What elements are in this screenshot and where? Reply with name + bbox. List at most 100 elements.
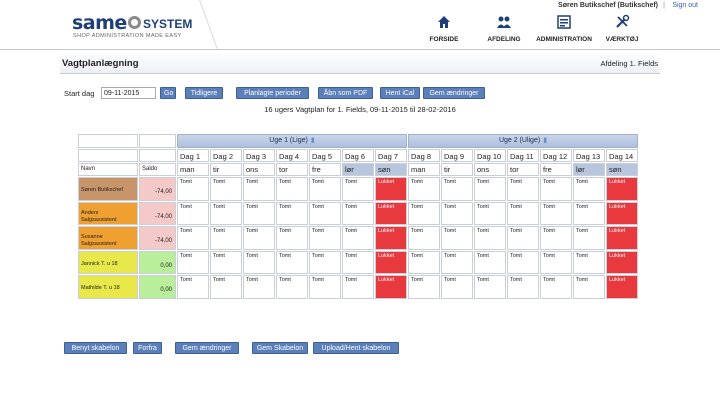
closed-shift-cell[interactable]: Lukket [606, 250, 638, 274]
employee-name-cell[interactable]: Jannick T. u 18 [78, 250, 138, 274]
closed-shift-cell[interactable]: Lukket [606, 275, 638, 299]
nav-afdeling[interactable]: AFDELING [474, 14, 534, 46]
shift-cell[interactable]: Tomt [507, 250, 539, 274]
start-date-input[interactable] [101, 87, 156, 99]
shift-cell[interactable]: Tomt [507, 226, 539, 250]
upload-template-button[interactable]: Upload/Hent skabelon [313, 342, 399, 354]
closed-shift-cell[interactable]: Lukket [606, 226, 638, 250]
bar-chart-icon[interactable]: ▮ [543, 137, 548, 144]
shift-cell[interactable]: Tomt [540, 226, 572, 250]
closed-shift-cell[interactable]: Lukket [375, 275, 407, 299]
shift-cell[interactable]: Tomt [177, 177, 209, 201]
shift-cell[interactable]: Tomt [309, 177, 341, 201]
shift-cell[interactable]: Tomt [408, 201, 440, 225]
shift-cell[interactable]: Tomt [210, 275, 242, 299]
shift-cell[interactable]: Tomt [177, 201, 209, 225]
shift-cell[interactable]: Tomt [342, 226, 374, 250]
shift-cell[interactable]: Tomt [309, 201, 341, 225]
shift-cell[interactable]: Tomt [540, 250, 572, 274]
closed-shift-cell[interactable]: Lukket [375, 201, 407, 225]
closed-shift-cell[interactable]: Lukket [606, 201, 638, 225]
shift-cell[interactable]: Tomt [177, 226, 209, 250]
save-changes-top-button[interactable]: Gem ændringer [423, 87, 485, 99]
closed-shift-cell[interactable]: Lukket [375, 250, 407, 274]
shift-cell[interactable]: Tomt [243, 275, 275, 299]
shift-cell[interactable]: Tomt [342, 177, 374, 201]
save-changes-bottom-button[interactable]: Gem ændringer [175, 342, 239, 354]
shift-cell[interactable]: Tomt [309, 250, 341, 274]
shift-cell[interactable]: Tomt [540, 275, 572, 299]
shift-cell[interactable]: Tomt [276, 177, 308, 201]
shift-cell[interactable]: Tomt [573, 226, 605, 250]
shift-cell[interactable]: Tomt [342, 201, 374, 225]
shift-cell[interactable]: Tomt [441, 177, 473, 201]
shift-cell[interactable]: Tomt [243, 201, 275, 225]
employee-name-cell[interactable]: Mathilde T. u 18 [78, 275, 138, 299]
shift-cell[interactable]: Tomt [243, 250, 275, 274]
employee-name-cell[interactable]: Søren Butikschef [78, 177, 138, 201]
shift-cell[interactable]: Tomt [210, 226, 242, 250]
shift-cell[interactable]: Tomt [474, 226, 506, 250]
shift-cell[interactable]: Tomt [474, 250, 506, 274]
shift-cell[interactable]: Tomt [540, 177, 572, 201]
shift-cell[interactable]: Tomt [243, 177, 275, 201]
day-header: Dag 2 [210, 149, 242, 162]
shift-cell[interactable]: Tomt [474, 275, 506, 299]
shift-cell[interactable]: Tomt [573, 177, 605, 201]
ical-button[interactable]: Hent iCal [380, 87, 420, 99]
shift-cell[interactable]: Tomt [573, 250, 605, 274]
day-header: Dag 13 [573, 149, 605, 162]
planned-periods-button[interactable]: Planlagte perioder [236, 87, 309, 99]
shift-cell[interactable]: Tomt [573, 201, 605, 225]
save-template-button[interactable]: Gem Skabelon [252, 342, 308, 354]
weekday-header: ons [243, 163, 275, 176]
shift-cell[interactable]: Tomt [210, 250, 242, 274]
shift-cell[interactable]: Tomt [342, 275, 374, 299]
nav-forside[interactable]: FORSIDE [414, 14, 474, 46]
shift-cell[interactable]: Tomt [243, 226, 275, 250]
shift-cell[interactable]: Tomt [276, 201, 308, 225]
saldo-cell: 0,00 [139, 275, 176, 299]
nav-administration[interactable]: ADMINISTRATION [534, 14, 594, 46]
shift-cell[interactable]: Tomt [177, 275, 209, 299]
employee-name-cell[interactable]: Susanne Salgsassistent [78, 226, 138, 250]
shift-cell[interactable]: Tomt [441, 275, 473, 299]
shift-cell[interactable]: Tomt [309, 226, 341, 250]
shift-cell[interactable]: Tomt [342, 250, 374, 274]
shift-cell[interactable]: Tomt [408, 275, 440, 299]
shift-cell[interactable]: Tomt [441, 226, 473, 250]
shift-cell[interactable]: Tomt [408, 226, 440, 250]
shift-cell[interactable]: Tomt [210, 177, 242, 201]
shift-cell[interactable]: Tomt [177, 250, 209, 274]
use-template-button[interactable]: Benyt skabelon [64, 342, 127, 354]
nav-vaerktoj[interactable]: VÆRKTØJ [592, 14, 652, 46]
shift-cell[interactable]: Tomt [474, 177, 506, 201]
shift-cell[interactable]: Tomt [276, 275, 308, 299]
shift-cell[interactable]: Tomt [507, 201, 539, 225]
previous-button[interactable]: Forfra [133, 342, 162, 354]
shift-cell[interactable]: Tomt [309, 275, 341, 299]
saldo-cell: -74,00 [139, 201, 176, 225]
closed-shift-cell[interactable]: Lukket [606, 177, 638, 201]
samesystem-logo[interactable]: same SYSTEM SHOP ADMINISTRATION MADE EAS… [72, 12, 196, 42]
shift-cell[interactable]: Tomt [540, 201, 572, 225]
shift-cell[interactable]: Tomt [408, 250, 440, 274]
shift-cell[interactable]: Tomt [507, 177, 539, 201]
shift-cell[interactable]: Tomt [441, 250, 473, 274]
shift-cell[interactable]: Tomt [276, 250, 308, 274]
bar-chart-icon[interactable]: ▮ [310, 137, 315, 144]
shift-cell[interactable]: Tomt [276, 226, 308, 250]
shift-cell[interactable]: Tomt [507, 275, 539, 299]
shift-cell[interactable]: Tomt [474, 201, 506, 225]
closed-shift-cell[interactable]: Lukket [375, 177, 407, 201]
go-button[interactable]: Go [160, 87, 176, 99]
earlier-button[interactable]: Tidligere [185, 87, 223, 99]
open-pdf-button[interactable]: Åbn som PDF [318, 87, 373, 99]
shift-cell[interactable]: Tomt [210, 201, 242, 225]
shift-cell[interactable]: Tomt [408, 177, 440, 201]
closed-shift-cell[interactable]: Lukket [375, 226, 407, 250]
shift-cell[interactable]: Tomt [573, 275, 605, 299]
shift-cell[interactable]: Tomt [441, 201, 473, 225]
signout-link[interactable]: Sign out [672, 2, 698, 9]
employee-name-cell[interactable]: Anders Salgsassistent [78, 201, 138, 225]
